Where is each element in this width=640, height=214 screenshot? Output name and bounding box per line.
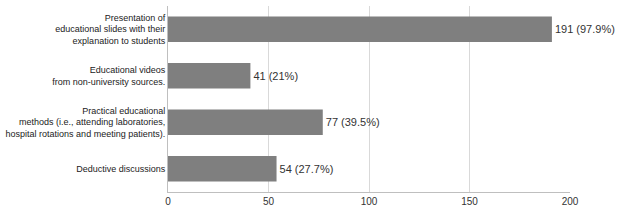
svg-text:100: 100 — [361, 196, 378, 207]
svg-text:41 (21%): 41 (21%) — [253, 70, 298, 82]
svg-text:Presentation ofeducational sli: Presentation ofeducational slides with t… — [55, 13, 166, 46]
svg-text:200: 200 — [562, 196, 579, 207]
svg-text:54 (27.7%): 54 (27.7%) — [280, 163, 334, 175]
svg-text:150: 150 — [461, 196, 478, 207]
svg-text:Educational videosfrom non-uni: Educational videosfrom non-university so… — [52, 65, 166, 87]
svg-text:50: 50 — [263, 196, 275, 207]
svg-text:Deductive discussions: Deductive discussions — [76, 164, 166, 174]
svg-text:Practical educationalmethods (: Practical educationalmethods (i.e., atte… — [6, 106, 166, 139]
svg-text:77 (39.5%): 77 (39.5%) — [326, 116, 380, 128]
svg-text:0: 0 — [165, 196, 171, 207]
svg-text:191 (97.9%): 191 (97.9%) — [555, 23, 615, 35]
